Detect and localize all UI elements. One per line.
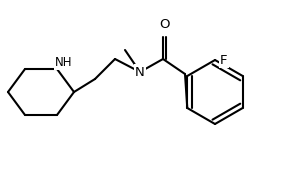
- Text: F: F: [220, 54, 228, 66]
- Text: O: O: [159, 18, 170, 31]
- Text: NH: NH: [55, 55, 73, 69]
- Text: N: N: [135, 65, 145, 79]
